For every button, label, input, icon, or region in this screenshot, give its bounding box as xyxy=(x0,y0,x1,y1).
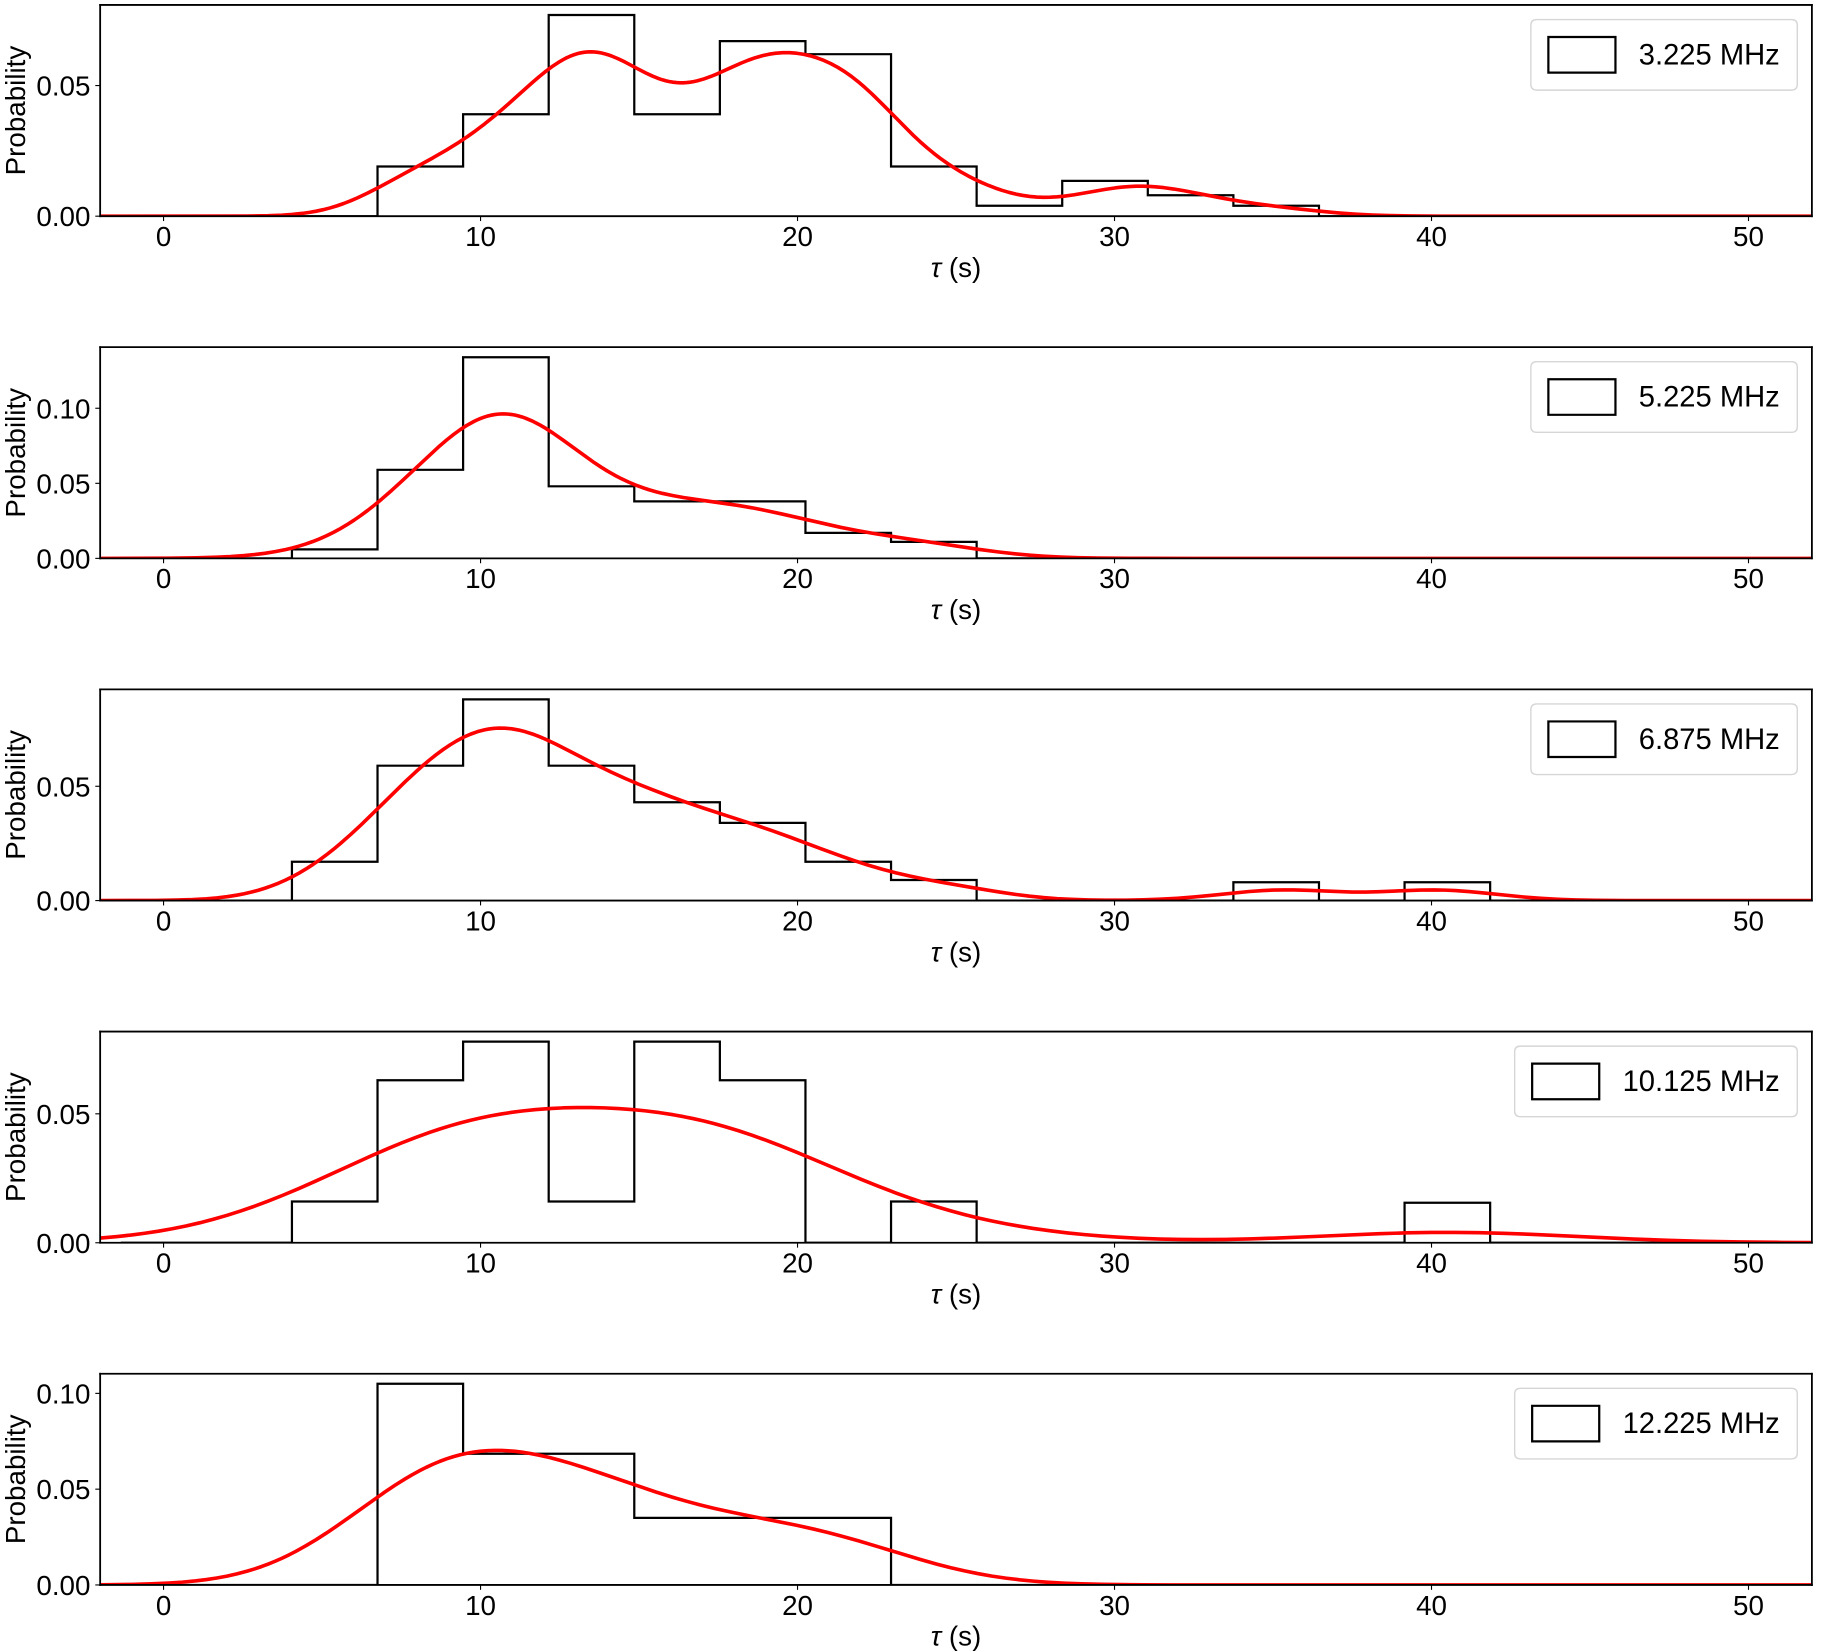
svg-text:40: 40 xyxy=(1416,1248,1447,1279)
svg-text:40: 40 xyxy=(1416,221,1447,252)
svg-text:0: 0 xyxy=(156,221,171,252)
svg-text:30: 30 xyxy=(1099,1248,1130,1279)
svg-text:τ ( s: τ ( s ) xyxy=(931,594,981,625)
svg-text:20: 20 xyxy=(782,563,813,594)
svg-text:0.00: 0.00 xyxy=(36,1570,90,1601)
svg-text:50: 50 xyxy=(1733,1590,1764,1621)
svg-text:10: 10 xyxy=(465,1248,496,1279)
svg-text:0.05: 0.05 xyxy=(36,71,90,102)
svg-text:0.05: 0.05 xyxy=(36,1474,90,1505)
svg-text:10.125 MHz: 10.125 MHz xyxy=(1623,1066,1780,1098)
svg-text:20: 20 xyxy=(782,905,813,936)
svg-text:30: 30 xyxy=(1099,905,1130,936)
svg-text:0.05: 0.05 xyxy=(36,468,90,499)
svg-text:20: 20 xyxy=(782,221,813,252)
svg-text:20: 20 xyxy=(782,1248,813,1279)
svg-text:50: 50 xyxy=(1733,1248,1764,1279)
svg-text:12.225 MHz: 12.225 MHz xyxy=(1623,1408,1780,1440)
svg-text:6.875 MHz: 6.875 MHz xyxy=(1639,724,1780,756)
svg-text:Probability: Probability xyxy=(0,1414,31,1544)
svg-text:Probability: Probability xyxy=(0,388,31,518)
svg-text:0.00: 0.00 xyxy=(36,1228,90,1259)
svg-text:Probability: Probability xyxy=(0,1072,31,1202)
svg-text:0.10: 0.10 xyxy=(36,1378,90,1409)
svg-text:0.00: 0.00 xyxy=(36,543,90,574)
svg-text:0.05: 0.05 xyxy=(36,771,90,802)
svg-text:10: 10 xyxy=(465,905,496,936)
svg-text:50: 50 xyxy=(1733,221,1764,252)
svg-text:30: 30 xyxy=(1099,563,1130,594)
svg-text:τ ( s: τ ( s ) xyxy=(931,936,981,967)
svg-text:0: 0 xyxy=(156,1248,171,1279)
svg-text:0.00: 0.00 xyxy=(36,201,90,232)
svg-text:30: 30 xyxy=(1099,1590,1130,1621)
svg-text:20: 20 xyxy=(782,1590,813,1621)
svg-text:0.05: 0.05 xyxy=(36,1099,90,1130)
svg-text:τ ( s: τ ( s ) xyxy=(931,252,981,283)
svg-text:0: 0 xyxy=(156,563,171,594)
svg-text:3.225 MHz: 3.225 MHz xyxy=(1639,39,1780,71)
svg-text:5.225 MHz: 5.225 MHz xyxy=(1639,382,1780,414)
svg-text:40: 40 xyxy=(1416,905,1447,936)
svg-text:10: 10 xyxy=(465,221,496,252)
svg-text:0.10: 0.10 xyxy=(36,393,90,424)
svg-text:40: 40 xyxy=(1416,563,1447,594)
svg-text:Probability: Probability xyxy=(0,730,31,860)
svg-text:40: 40 xyxy=(1416,1590,1447,1621)
svg-text:30: 30 xyxy=(1099,221,1130,252)
svg-text:τ ( s: τ ( s ) xyxy=(931,1621,981,1651)
svg-text:10: 10 xyxy=(465,1590,496,1621)
svg-text:0: 0 xyxy=(156,1590,171,1621)
svg-text:0: 0 xyxy=(156,905,171,936)
svg-text:50: 50 xyxy=(1733,905,1764,936)
svg-text:τ ( s: τ ( s ) xyxy=(931,1279,981,1310)
svg-text:10: 10 xyxy=(465,563,496,594)
svg-text:Probability: Probability xyxy=(0,46,31,176)
svg-text:50: 50 xyxy=(1733,563,1764,594)
svg-text:0.00: 0.00 xyxy=(36,886,90,917)
